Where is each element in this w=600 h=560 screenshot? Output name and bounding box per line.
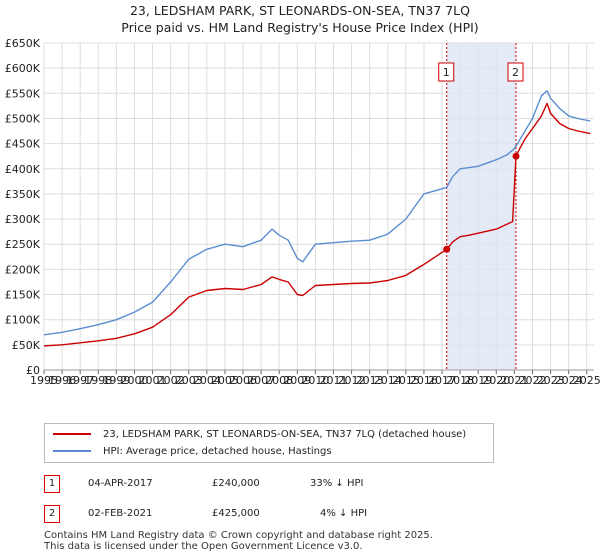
property-price-line (43, 102, 591, 347)
transaction-number-badge: 2 (44, 505, 60, 523)
x-tick-label: 2009 (283, 374, 311, 387)
transaction-price: £425,000 (212, 508, 260, 519)
shaded-region (446, 43, 517, 370)
y-tick-label: £650K (5, 37, 41, 50)
price-chart: £0 £50K £100K £150K £200K £250K £300K £350K £400… (5, 37, 600, 387)
x-tick-label: 2017 (428, 374, 456, 387)
x-tick-label: 2003 (175, 374, 203, 387)
y-tick-label: £100K (5, 314, 41, 327)
x-tick-label: 2015 (392, 374, 420, 387)
chart-title-line1: 23, LEDSHAM PARK, ST LEONARDS-ON-SEA, TN… (129, 3, 470, 18)
x-tick-label: 2021 (500, 374, 528, 387)
legend-label-hpi: HPI: Average price, detached house, Hast… (103, 446, 332, 457)
x-tick-label: 2000 (120, 374, 148, 387)
footer-license: This data is licensed under the Open Gov… (44, 541, 363, 552)
transaction-date: 04-APR-2017 (88, 478, 153, 489)
x-tick-label: 2011 (319, 374, 347, 387)
y-tick-label: £400K (5, 163, 41, 176)
footer-copyright: Contains HM Land Registry data © Crown c… (44, 530, 433, 541)
x-tick-label: 2012 (338, 374, 366, 387)
x-tick-label: 1998 (84, 374, 112, 387)
sale-marker-box (507, 62, 524, 82)
y-tick-label: £50K (12, 339, 41, 352)
x-tick-label: 2002 (157, 374, 185, 387)
transaction-hpi-diff: 33% ↓ HPI (310, 478, 364, 489)
x-tick-label: 2008 (265, 374, 293, 387)
x-tick-label: 2010 (301, 374, 329, 387)
y-tick-label: £500K (5, 112, 41, 125)
transaction-hpi-diff: 4% ↓ HPI (320, 508, 368, 519)
x-tick-label: 2024 (555, 374, 583, 387)
sale-marker-number: 2 (512, 66, 519, 79)
x-tick-label: 2014 (374, 374, 402, 387)
y-tick-label: £600K (5, 62, 41, 75)
legend-item-hpi: HPI: Average price, detached house, Hast… (53, 444, 332, 460)
legend-label-property: 23, LEDSHAM PARK, ST LEONARDS-ON-SEA, TN… (103, 429, 467, 440)
x-tick-label: 2005 (211, 374, 239, 387)
y-tick-label: £0 (26, 364, 40, 377)
x-tick-label: 2022 (518, 374, 546, 387)
shaded-period (446, 43, 517, 370)
sale-marker-number: 1 (443, 66, 450, 79)
legend-swatch-hpi (53, 450, 91, 452)
x-tick-label: 2001 (139, 374, 167, 387)
x-tick-label: 2006 (229, 374, 257, 387)
sale-marker-box (438, 62, 455, 82)
transaction-row: 1 04-APR-2017 £240,000 33% ↓ HPI (0, 474, 600, 494)
y-tick-label: £350K (5, 188, 41, 201)
x-tick-label: 2007 (247, 374, 275, 387)
x-tick-label: 2023 (537, 374, 565, 387)
series (43, 90, 591, 347)
x-tick-label: 2020 (482, 374, 510, 387)
x-tick-label: 1997 (66, 374, 94, 387)
axes: £0 £50K £100K £150K £200K £250K £300K £350K £400… (5, 37, 600, 387)
transaction-date: 02-FEB-2021 (88, 508, 153, 519)
legend-swatch-property (53, 433, 91, 435)
x-tick-label: 2019 (464, 374, 492, 387)
y-tick-label: £250K (5, 238, 41, 251)
x-tick-label: 1999 (102, 374, 130, 387)
x-tick-label: 2018 (446, 374, 474, 387)
x-tick-label: 2025 (573, 374, 600, 387)
transaction-number-badge: 1 (44, 475, 60, 493)
footer: Contains HM Land Registry data © Crown c… (44, 530, 433, 552)
x-tick-label: 1995 (30, 374, 58, 387)
chart-title: 23, LEDSHAM PARK, ST LEONARDS-ON-SEA, TN… (0, 2, 600, 36)
y-tick-label: £550K (5, 87, 41, 100)
y-tick-label: £450K (5, 138, 41, 151)
transaction-price: £240,000 (212, 478, 260, 489)
sale-point (512, 152, 520, 160)
legend-item-property: 23, LEDSHAM PARK, ST LEONARDS-ON-SEA, TN… (53, 427, 466, 443)
chart-title-line2: Price paid vs. HM Land Registry's House … (121, 20, 479, 35)
transaction-row: 2 02-FEB-2021 £425,000 4% ↓ HPI (0, 504, 600, 524)
y-tick-label: £300K (5, 213, 41, 226)
y-tick-label: £200K (5, 263, 41, 276)
x-tick-label: 2013 (356, 374, 384, 387)
x-tick-label: 2004 (193, 374, 221, 387)
legend: 23, LEDSHAM PARK, ST LEONARDS-ON-SEA, TN… (44, 423, 494, 463)
x-tick-label: 2016 (410, 374, 438, 387)
hpi-line (43, 90, 591, 336)
y-tick-label: £150K (5, 289, 41, 302)
x-tick-label: 1996 (48, 374, 76, 387)
sale-point (443, 245, 451, 253)
